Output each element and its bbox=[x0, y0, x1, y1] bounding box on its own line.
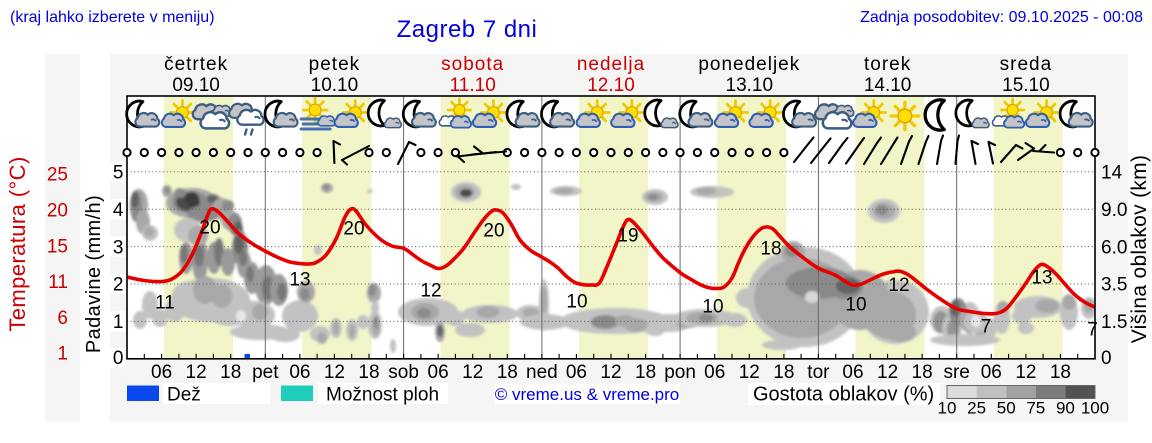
svg-text:Zadnja posodobitev: 09.10.2025: Zadnja posodobitev: 09.10.2025 - 00:08 bbox=[860, 9, 1143, 26]
svg-text:50: 50 bbox=[997, 399, 1016, 418]
svg-text:20: 20 bbox=[483, 221, 504, 242]
svg-text:18: 18 bbox=[358, 362, 379, 383]
svg-text:6: 6 bbox=[57, 308, 68, 329]
svg-text:12: 12 bbox=[877, 362, 898, 383]
svg-text:tor: tor bbox=[807, 362, 830, 383]
svg-text:torek: torek bbox=[864, 54, 911, 75]
svg-text:20: 20 bbox=[343, 219, 364, 240]
svg-text:12: 12 bbox=[324, 362, 345, 383]
svg-text:nedelja: nedelja bbox=[577, 54, 645, 75]
svg-text:06: 06 bbox=[566, 362, 587, 383]
svg-text:12: 12 bbox=[186, 362, 207, 383]
svg-text:11: 11 bbox=[48, 272, 68, 293]
svg-text:06: 06 bbox=[428, 362, 449, 383]
svg-text:12: 12 bbox=[1015, 362, 1036, 383]
svg-text:12: 12 bbox=[739, 362, 760, 383]
svg-text:0: 0 bbox=[1101, 348, 1112, 369]
svg-text:Gostota oblakov (%): Gostota oblakov (%) bbox=[753, 384, 934, 406]
svg-text:19: 19 bbox=[617, 226, 638, 247]
svg-text:Možnost ploh: Možnost ploh bbox=[326, 385, 439, 406]
svg-text:14.10: 14.10 bbox=[864, 75, 912, 96]
svg-text:12: 12 bbox=[420, 281, 441, 302]
svg-text:(kraj lahko izberete v meniju): (kraj lahko izberete v meniju) bbox=[10, 9, 215, 26]
svg-text:Višina oblakov (km): Višina oblakov (km) bbox=[1128, 155, 1151, 344]
svg-text:ned: ned bbox=[526, 362, 558, 383]
svg-text:100: 100 bbox=[1081, 399, 1109, 418]
svg-text:10: 10 bbox=[845, 295, 866, 316]
svg-text:12: 12 bbox=[600, 362, 621, 383]
svg-text:13.10: 13.10 bbox=[726, 75, 774, 96]
svg-text:13: 13 bbox=[289, 270, 310, 291]
svg-text:20: 20 bbox=[199, 218, 220, 239]
svg-text:ponedeljek: ponedeljek bbox=[698, 54, 800, 75]
svg-text:5: 5 bbox=[113, 163, 124, 184]
svg-text:18: 18 bbox=[773, 362, 794, 383]
svg-text:11: 11 bbox=[155, 293, 175, 314]
svg-text:11.10: 11.10 bbox=[450, 75, 496, 96]
svg-text:9.0: 9.0 bbox=[1101, 200, 1127, 221]
svg-text:3: 3 bbox=[113, 237, 124, 258]
svg-text:10: 10 bbox=[938, 399, 957, 418]
svg-text:© vreme.us & vreme.pro: © vreme.us & vreme.pro bbox=[495, 385, 679, 404]
svg-text:06: 06 bbox=[151, 362, 172, 383]
svg-text:pon: pon bbox=[664, 362, 696, 383]
svg-text:Zagreb 7 dni: Zagreb 7 dni bbox=[397, 16, 538, 43]
svg-text:10.10: 10.10 bbox=[311, 75, 359, 96]
svg-text:četrtek: četrtek bbox=[164, 54, 228, 75]
svg-text:2: 2 bbox=[113, 275, 124, 296]
svg-text:0: 0 bbox=[113, 348, 124, 369]
svg-text:3.5: 3.5 bbox=[1101, 275, 1127, 296]
svg-text:pet: pet bbox=[252, 362, 279, 383]
svg-text:18: 18 bbox=[912, 362, 933, 383]
svg-text:18: 18 bbox=[497, 362, 518, 383]
svg-text:4: 4 bbox=[113, 200, 124, 221]
svg-text:12.10: 12.10 bbox=[587, 75, 635, 96]
svg-text:15: 15 bbox=[47, 236, 68, 257]
svg-text:7: 7 bbox=[1087, 320, 1098, 341]
svg-text:15.10: 15.10 bbox=[1002, 75, 1050, 96]
svg-text:06: 06 bbox=[981, 362, 1002, 383]
svg-text:18: 18 bbox=[760, 239, 781, 260]
svg-text:06: 06 bbox=[289, 362, 310, 383]
svg-text:75: 75 bbox=[1026, 399, 1045, 418]
svg-text:1: 1 bbox=[57, 344, 68, 365]
svg-text:12: 12 bbox=[888, 275, 909, 296]
svg-text:10: 10 bbox=[566, 292, 587, 313]
svg-text:20: 20 bbox=[47, 201, 68, 222]
svg-text:09.10: 09.10 bbox=[172, 75, 220, 96]
svg-text:sre: sre bbox=[943, 362, 969, 383]
svg-text:18: 18 bbox=[1050, 362, 1071, 383]
svg-text:6.0: 6.0 bbox=[1101, 237, 1127, 258]
svg-text:12: 12 bbox=[462, 362, 483, 383]
svg-text:Padavine (mm/h): Padavine (mm/h) bbox=[83, 195, 105, 353]
svg-text:06: 06 bbox=[842, 362, 863, 383]
svg-text:sob: sob bbox=[388, 362, 419, 383]
svg-text:1: 1 bbox=[113, 312, 124, 333]
svg-text:Temperatura (°C): Temperatura (°C) bbox=[5, 156, 30, 331]
svg-text:06: 06 bbox=[704, 362, 725, 383]
svg-text:90: 90 bbox=[1056, 399, 1075, 418]
svg-text:25: 25 bbox=[47, 165, 68, 186]
svg-text:13: 13 bbox=[1031, 268, 1052, 289]
svg-text:sobota: sobota bbox=[441, 54, 504, 75]
svg-text:18: 18 bbox=[635, 362, 656, 383]
svg-text:10: 10 bbox=[702, 297, 723, 318]
svg-text:14: 14 bbox=[1101, 163, 1123, 184]
svg-text:petek: petek bbox=[309, 54, 360, 75]
svg-text:1.5: 1.5 bbox=[1101, 312, 1127, 333]
svg-text:sreda: sreda bbox=[1000, 54, 1053, 75]
svg-text:25: 25 bbox=[967, 399, 986, 418]
svg-text:7: 7 bbox=[981, 317, 992, 338]
svg-text:Dež: Dež bbox=[167, 385, 201, 406]
svg-text:18: 18 bbox=[220, 362, 241, 383]
